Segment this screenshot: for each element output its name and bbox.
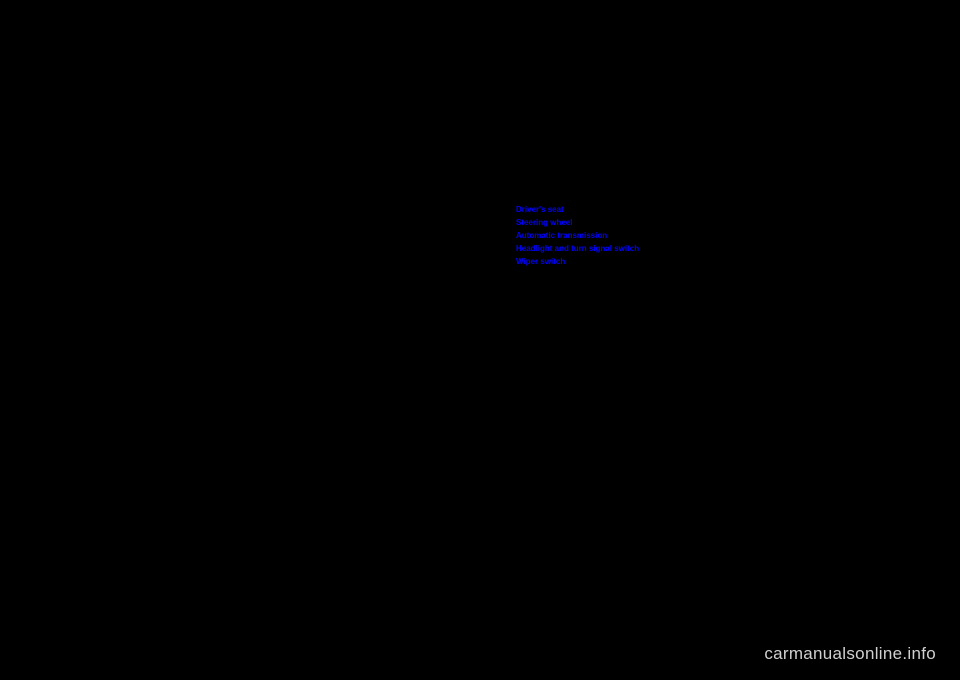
link-drivers-seat[interactable]: Driver's seat [516, 203, 639, 216]
manual-links-list: Driver's seat Steering wheel Automatic t… [516, 203, 639, 268]
link-automatic-transmission[interactable]: Automatic transmission [516, 229, 639, 242]
watermark-text: carmanualsonline.info [764, 644, 936, 664]
link-headlight-turn-signal[interactable]: Headlight and turn signal switch [516, 242, 639, 255]
link-steering-wheel[interactable]: Steering wheel [516, 216, 639, 229]
link-wiper-switch[interactable]: Wiper switch [516, 255, 639, 268]
